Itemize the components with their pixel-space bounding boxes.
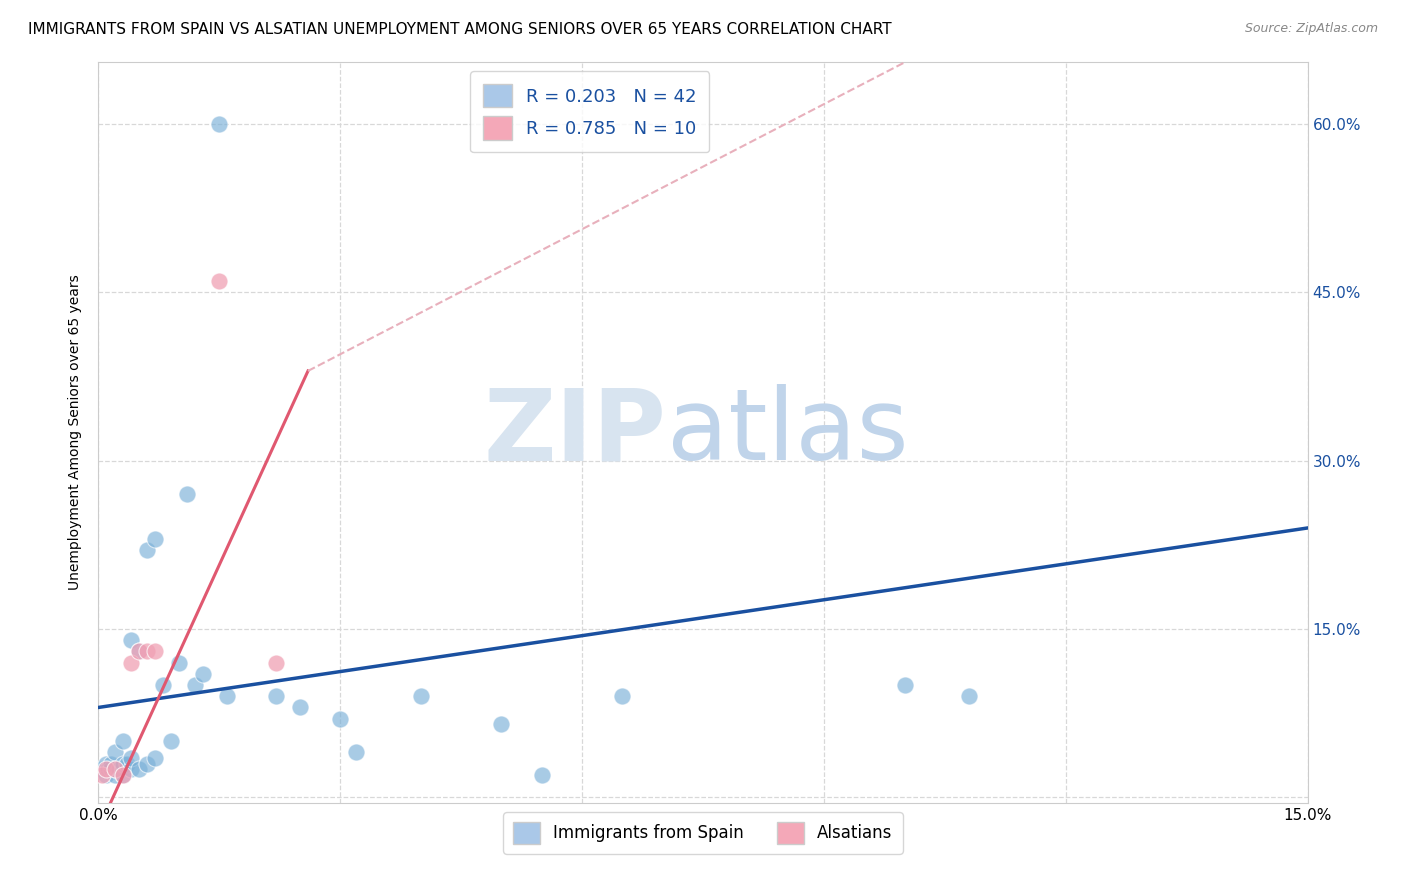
Point — [167, 656, 190, 670]
Point — [111, 734, 134, 748]
Point — [208, 274, 231, 288]
Point — [96, 756, 118, 771]
Point — [120, 762, 142, 776]
Point — [120, 633, 142, 648]
Point — [491, 717, 513, 731]
Point — [94, 762, 117, 776]
Point — [111, 756, 134, 771]
Point — [103, 762, 125, 776]
Text: ZIP: ZIP — [484, 384, 666, 481]
Point — [103, 762, 125, 776]
Point — [264, 656, 287, 670]
Text: Source: ZipAtlas.com: Source: ZipAtlas.com — [1244, 22, 1378, 36]
Point — [612, 690, 634, 704]
Point — [115, 756, 138, 771]
Point — [107, 762, 129, 776]
Point — [160, 734, 183, 748]
Point — [96, 762, 118, 776]
Point — [143, 532, 166, 546]
Point — [128, 644, 150, 658]
Point — [409, 690, 432, 704]
Point — [264, 690, 287, 704]
Point — [135, 543, 157, 558]
Point — [120, 656, 142, 670]
Point — [111, 768, 134, 782]
Y-axis label: Unemployment Among Seniors over 65 years: Unemployment Among Seniors over 65 years — [69, 275, 83, 591]
Point — [193, 666, 215, 681]
Point — [103, 745, 125, 759]
Point — [128, 644, 150, 658]
Point — [135, 756, 157, 771]
Point — [329, 712, 352, 726]
Point — [100, 762, 122, 776]
Point — [91, 762, 114, 776]
Point — [100, 756, 122, 771]
Point — [128, 762, 150, 776]
Point — [208, 117, 231, 131]
Point — [957, 690, 980, 704]
Point — [97, 762, 120, 776]
Point — [111, 768, 134, 782]
Text: atlas: atlas — [666, 384, 908, 481]
Point — [530, 768, 553, 782]
Point — [120, 751, 142, 765]
Point — [91, 768, 114, 782]
Point — [96, 768, 118, 782]
Point — [135, 644, 157, 658]
Point — [143, 644, 166, 658]
Point — [103, 768, 125, 782]
Point — [176, 487, 198, 501]
Point — [288, 700, 311, 714]
Point — [893, 678, 915, 692]
Legend: Immigrants from Spain, Alsatians: Immigrants from Spain, Alsatians — [503, 813, 903, 854]
Point — [344, 745, 367, 759]
Point — [143, 751, 166, 765]
Text: IMMIGRANTS FROM SPAIN VS ALSATIAN UNEMPLOYMENT AMONG SENIORS OVER 65 YEARS CORRE: IMMIGRANTS FROM SPAIN VS ALSATIAN UNEMPL… — [28, 22, 891, 37]
Point — [217, 690, 239, 704]
Point — [184, 678, 207, 692]
Point — [152, 678, 174, 692]
